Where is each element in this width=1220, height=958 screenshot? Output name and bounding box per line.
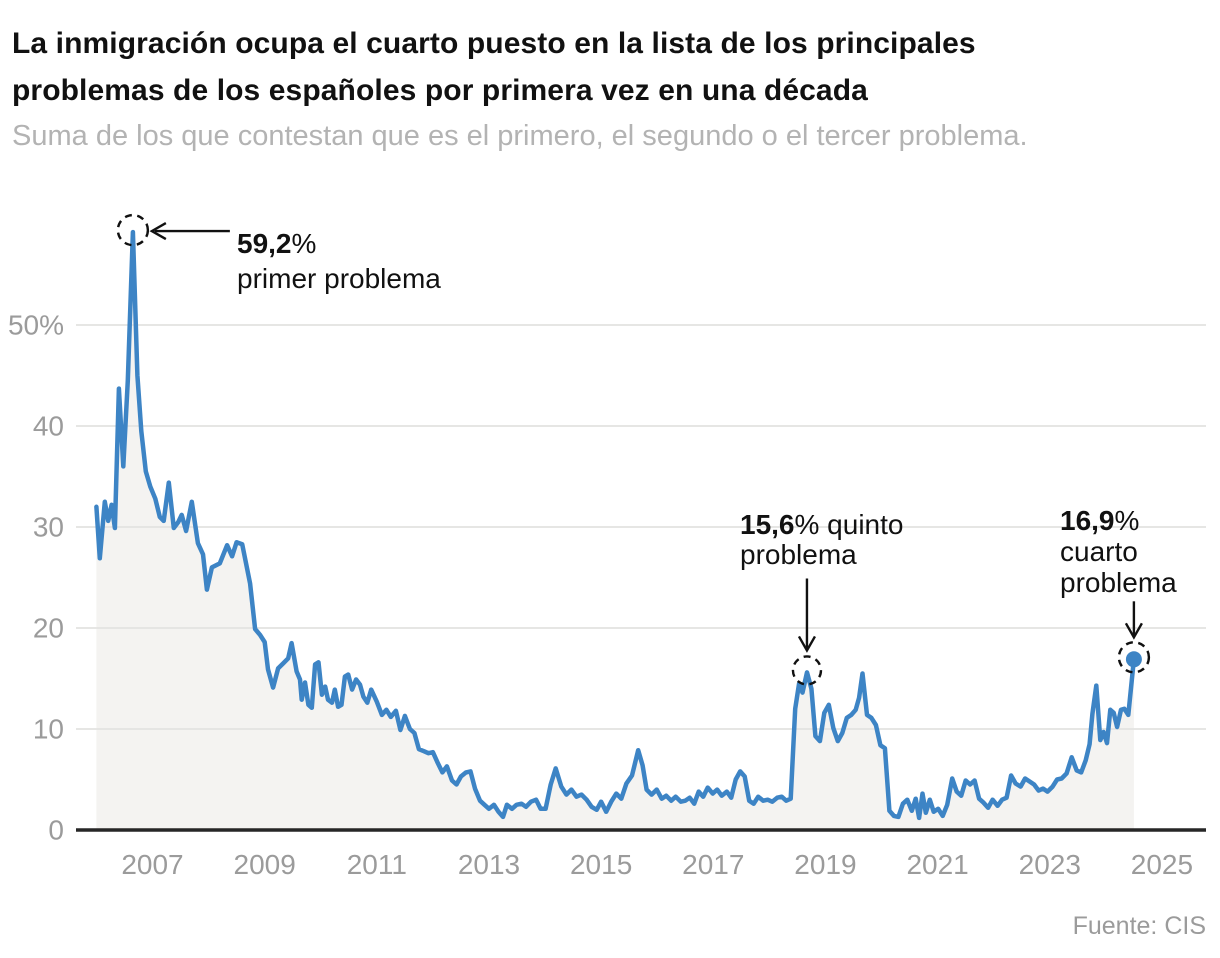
arrow-head-down-icon [797,635,816,653]
y-tick-label-10: 10 [33,714,64,745]
annotation-quinto-value: 15,6% quinto [740,509,903,540]
x-tick-label-2009: 2009 [234,849,296,880]
dashed-circle-marker-a2 [791,655,823,686]
series-area-fill [96,232,1134,831]
annotation-peak-value: 59,2% [237,228,316,259]
arrow-head-left-icon [149,222,167,241]
chart-title-line-1: La inmigración ocupa el cuarto puesto en… [12,27,976,60]
gridlines-layer [76,324,1206,730]
x-tick-label-2013: 2013 [458,849,520,880]
x-tick-label-2017: 2017 [682,849,744,880]
y-tick-label-20: 20 [33,613,64,644]
y-tick-label-50: 50% [8,310,64,341]
header: La inmigración ocupa el cuarto puesto en… [12,20,1202,155]
chart-subtitle: Suma de los que contestan que es el prim… [12,120,1028,152]
y-tick-label-40: 40 [33,411,64,442]
annotation-quinto-label: problema [740,539,857,570]
x-tick-label-2023: 2023 [1019,849,1081,880]
x-tick-label-2019: 2019 [794,849,856,880]
arrow-head-down-icon [1124,622,1143,640]
series-line [94,229,1137,821]
annotation-cuarto-label1: cuarto [1060,536,1138,567]
area-fill-layer [96,232,1134,831]
y-tick-label-0: 0 [48,815,64,846]
x-tick-label-2011: 2011 [347,849,407,880]
y-tick-label-30: 30 [33,512,64,543]
annotation-cuarto-label2: problema [1060,567,1177,598]
source-credit: Fuente: CIS [1072,912,1206,940]
x-tick-label-2021: 2021 [906,849,968,880]
series-end-dot [1125,651,1142,668]
annotation-cuarto-value: 16,9% [1060,505,1139,536]
series-layer [94,229,1137,821]
dashed-circle-marker-a3 [1117,641,1151,674]
x-tick-label-2007: 2007 [121,849,183,880]
annotations-layer [116,213,1151,686]
dashed-circle-marker-a1 [116,213,150,247]
x-tick-label-2025: 2025 [1131,849,1193,880]
x-tick-label-2015: 2015 [570,849,632,880]
chart-title-line-2: problemas de los españoles por primera v… [12,74,868,107]
annotation-peak-label: primer problema [237,263,441,294]
tick-labels-layer: 0 10 20 30 40 50% 2007 2009 2011 2013 2015 2017 2019… [8,310,1193,881]
